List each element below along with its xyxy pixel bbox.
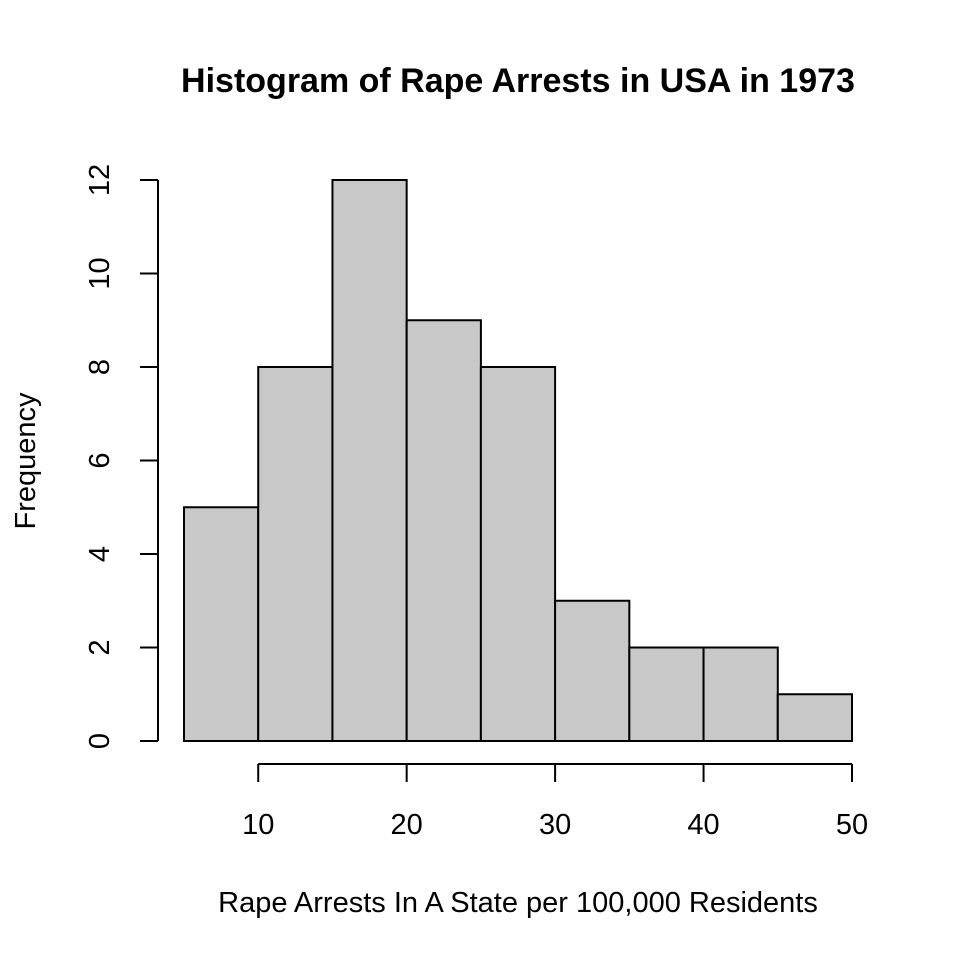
y-tick-label-5: 10 bbox=[84, 257, 116, 289]
chart-title: Histogram of Rape Arrests in USA in 1973 bbox=[181, 62, 855, 100]
bar-7 bbox=[702, 646, 779, 742]
y-tick-label-2: 4 bbox=[84, 546, 116, 562]
y-axis-label: Frequency bbox=[10, 392, 42, 530]
bar-1 bbox=[257, 366, 334, 742]
y-tick-label-0: 0 bbox=[84, 733, 116, 749]
x-tick-label-3: 40 bbox=[687, 809, 719, 841]
y-tick-label-3: 6 bbox=[84, 452, 116, 468]
bar-0 bbox=[183, 506, 260, 742]
x-axis: 10 20 30 40 50 bbox=[242, 763, 868, 841]
bar-4 bbox=[479, 366, 557, 742]
x-tick-label-1: 20 bbox=[391, 809, 423, 841]
x-tick-label-0: 10 bbox=[242, 809, 274, 841]
bar-3 bbox=[405, 319, 482, 742]
y-tick-label-1: 2 bbox=[84, 639, 116, 655]
x-tick-label-4: 50 bbox=[836, 809, 868, 841]
y-tick-label-6: 12 bbox=[84, 164, 116, 196]
bar-8 bbox=[776, 693, 853, 742]
bars bbox=[183, 179, 853, 742]
bar-2 bbox=[331, 179, 408, 742]
x-tick-label-2: 30 bbox=[539, 809, 571, 841]
bar-6 bbox=[628, 646, 705, 742]
bar-5 bbox=[554, 599, 631, 742]
y-axis: 0 2 4 6 8 10 12 bbox=[84, 164, 159, 749]
x-axis-label: Rape Arrests In A State per 100,000 Resi… bbox=[218, 887, 818, 919]
y-tick-label-4: 8 bbox=[84, 359, 116, 375]
